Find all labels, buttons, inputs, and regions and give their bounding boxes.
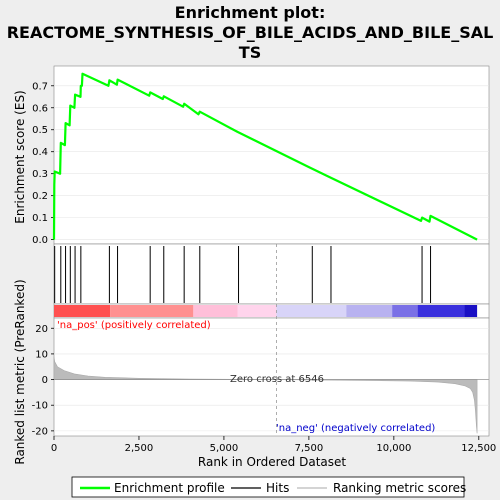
- rank-x-ticks: 0 2,500 5,000 7,500 10,000 12,500: [51, 436, 496, 454]
- enrichment-profile-line: [52, 72, 478, 241]
- colorbar-segment: [237, 305, 277, 317]
- rank-y-tick-label: -20: [32, 426, 48, 437]
- x-axis-label: Rank in Ordered Dataset: [198, 455, 346, 469]
- hits-panel: [53, 243, 490, 305]
- chart-title-line-1: Enrichment plot:: [175, 3, 326, 22]
- hits-group: [54, 246, 432, 303]
- neg-correlated-label: 'na_neg' (negatively correlated): [276, 423, 435, 434]
- colorbar-segment: [464, 305, 478, 317]
- es-y-tick-label: 0.3: [32, 169, 48, 180]
- rank-y-tick-label: 20: [35, 324, 48, 335]
- colorbar: [54, 305, 478, 317]
- x-tick-label: 12,500: [461, 443, 496, 454]
- es-y-ticks: 0.0 0.1 0.2 0.3 0.4 0.5 0.6 0.7: [32, 81, 54, 246]
- es-y-tick-label: 0.0: [32, 235, 48, 246]
- pos-correlated-label: 'na_pos' (positively correlated): [57, 320, 211, 331]
- es-y-tick-label: 0.1: [32, 213, 48, 224]
- legend-box: [71, 476, 465, 498]
- x-tick-label: 10,000: [376, 443, 411, 454]
- colorbar-segment: [110, 305, 194, 317]
- x-tick-label: 2,500: [125, 443, 154, 454]
- rank-y-tick-label: 0: [42, 375, 48, 386]
- chart-title-line-2: REACTOME_SYNTHESIS_OF_BILE_ACIDS_AND_BIL…: [7, 23, 494, 42]
- es-y-tick-label: 0.6: [32, 103, 48, 114]
- rank-y-ticks: -20 -10 0 10 20: [32, 324, 54, 437]
- colorbar-segment: [193, 305, 238, 317]
- legend-hits-label: Hits: [266, 481, 289, 495]
- rank-panel: [53, 317, 490, 437]
- es-y-tick-label: 0.4: [32, 147, 48, 158]
- rank-y-axis-label: Ranked list metric (PreRanked): [13, 279, 27, 464]
- rank-y-tick-label: 10: [35, 349, 48, 360]
- es-line-group: [52, 72, 478, 241]
- zero-cross-label: Zero cross at 6546: [230, 374, 324, 385]
- chart-title-line-3: TS: [239, 43, 261, 62]
- colorbar-segment: [346, 305, 393, 317]
- colorbar-segment: [417, 305, 465, 317]
- x-tick-label: 0: [51, 443, 57, 454]
- rank-y-tick-label: -10: [32, 401, 48, 412]
- rank-profile-group: [53, 356, 489, 434]
- x-tick-label: 7,500: [295, 443, 324, 454]
- es-panel: [53, 65, 490, 245]
- es-y-tick-label: 0.5: [32, 125, 48, 136]
- legend-enrichment-label: Enrichment profile: [114, 481, 225, 495]
- es-y-axis-label: Enrichment score (ES): [13, 90, 27, 223]
- es-y-tick-label: 0.2: [32, 191, 48, 202]
- colorbar-segment: [276, 305, 347, 317]
- x-tick-label: 5,000: [210, 443, 239, 454]
- colorbar-segment: [54, 305, 111, 317]
- ranking-metric-area: [53, 356, 478, 434]
- legend-rank-label: Ranking metric scores: [333, 481, 466, 495]
- colorbar-segment: [392, 305, 418, 317]
- es-y-tick-label: 0.7: [32, 81, 48, 92]
